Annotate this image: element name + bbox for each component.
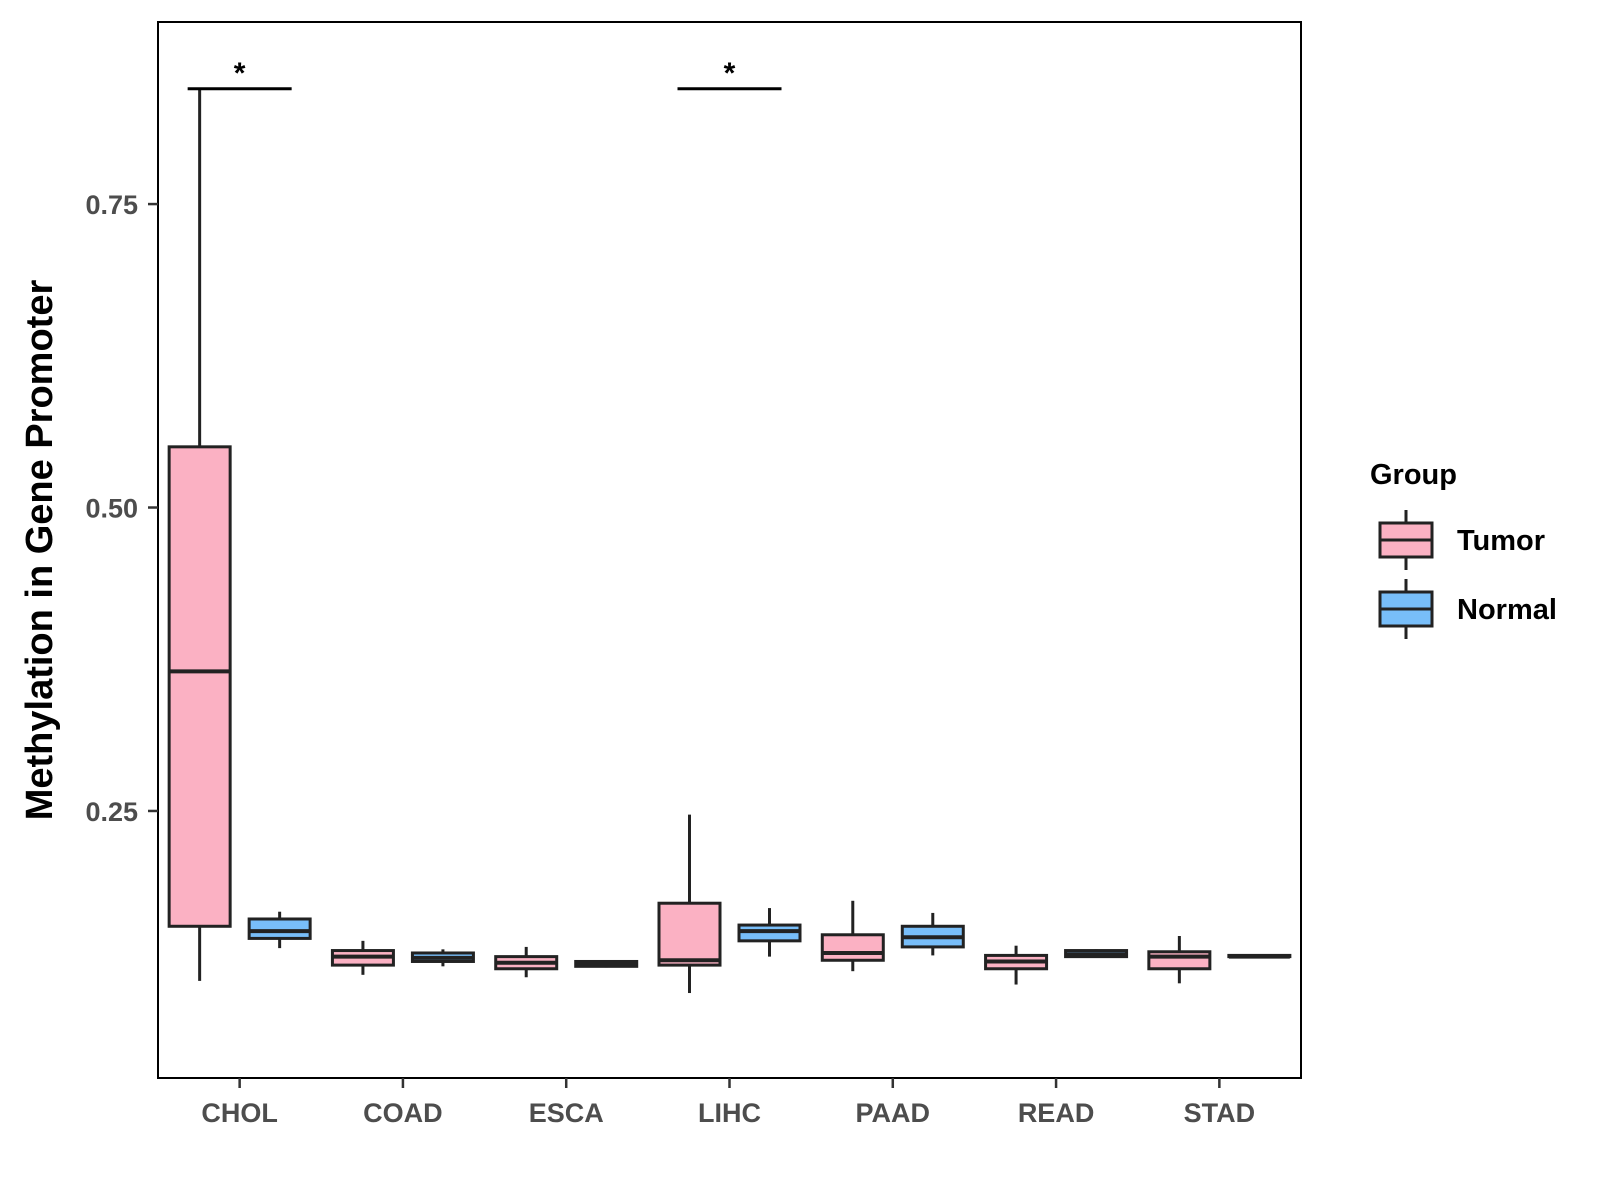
legend-item-normal: Normal (1378, 579, 1557, 639)
box-normal-stad (1227, 953, 1292, 959)
legend: Group Tumor Normal (1370, 459, 1557, 639)
box-tumor-lihc (657, 814, 722, 994)
y-tick-label: 0.25 (85, 797, 138, 827)
x-tick-label: ESCA (529, 1098, 604, 1128)
boxes-layer (167, 88, 1292, 994)
x-tick-label: CHOL (201, 1098, 278, 1128)
significance-annotations: * * (187, 57, 782, 91)
box-normal-chol (247, 911, 312, 949)
y-axis: 0.25 0.50 0.75 (85, 190, 158, 827)
y-tick-label: 0.75 (85, 190, 138, 220)
x-tick-label: READ (1018, 1098, 1095, 1128)
plot-panel (157, 21, 1302, 1079)
box-body (820, 933, 885, 962)
box-body (247, 917, 312, 940)
y-axis-title: Methylation in Gene Promoter (19, 280, 61, 821)
significance-label: * (234, 57, 246, 90)
x-tick-label: PAAD (856, 1098, 931, 1128)
box-body (1147, 950, 1212, 971)
x-axis: CHOL COAD ESCA LIHC PAAD READ STAD (201, 1078, 1255, 1128)
x-tick-label: COAD (363, 1098, 443, 1128)
box-tumor-chol (167, 88, 232, 981)
box-tumor-read (984, 945, 1049, 985)
y-tick-label: 0.50 (85, 494, 138, 524)
x-tick-label: STAD (1184, 1098, 1256, 1128)
box-tumor-paad (820, 900, 885, 972)
box-tumor-coad (330, 940, 395, 975)
box-body (657, 901, 722, 967)
significance-label: * (724, 57, 736, 90)
x-tick-label: LIHC (698, 1098, 761, 1128)
box-normal-read (1064, 949, 1129, 959)
box-tumor-esca (494, 946, 559, 978)
legend-label: Tumor (1457, 525, 1545, 557)
box-normal-paad (900, 912, 965, 956)
box-tumor-stad (1147, 935, 1212, 984)
legend-label: Normal (1457, 594, 1557, 626)
box-normal-lihc (737, 908, 802, 957)
box-normal-esca (574, 959, 639, 968)
box-body (167, 445, 232, 928)
legend-item-tumor: Tumor (1378, 510, 1545, 570)
legend-title: Group (1370, 459, 1457, 491)
box-normal-coad (410, 949, 475, 967)
